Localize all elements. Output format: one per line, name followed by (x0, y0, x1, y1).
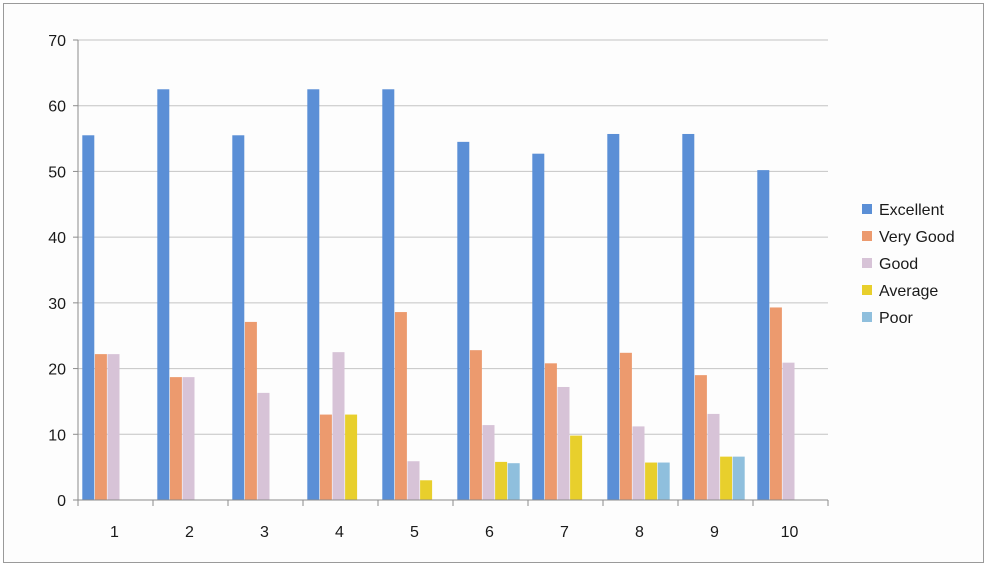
bar-good-10 (782, 362, 795, 500)
bar-poor-6 (507, 463, 520, 500)
bar-excellent-9 (682, 133, 695, 500)
y-tick-label: 70 (48, 33, 66, 50)
legend-swatch-very-good (862, 231, 872, 241)
legend: Excellent Very Good Good Average Poor (862, 202, 955, 327)
bar-average-7 (570, 435, 583, 500)
x-tick-label: 3 (260, 524, 269, 541)
bar-good-5 (407, 461, 420, 500)
bar-good-7 (557, 386, 570, 500)
bar-very-good-1 (94, 354, 107, 500)
bar-excellent-7 (532, 153, 545, 500)
bar-average-8 (645, 462, 658, 500)
bar-average-4 (345, 414, 358, 500)
bar-very-good-5 (394, 312, 407, 500)
x-tick-label: 10 (781, 524, 799, 541)
bar-good-6 (482, 425, 495, 500)
legend-label-very-good: Very Good (879, 229, 955, 246)
bar-excellent-3 (232, 135, 245, 501)
x-tick-label: 6 (485, 524, 494, 541)
legend-swatch-good (862, 258, 872, 268)
bar-excellent-8 (607, 133, 620, 500)
bar-average-6 (495, 461, 508, 500)
bar-very-good-4 (319, 414, 332, 500)
bar-excellent-1 (82, 135, 95, 501)
y-tick-label: 20 (48, 362, 66, 379)
y-tick-label: 10 (48, 427, 66, 444)
bar-very-good-8 (619, 352, 632, 500)
legend-label-poor: Poor (879, 310, 913, 327)
bar-good-2 (182, 377, 195, 500)
x-tick-label: 9 (710, 524, 719, 541)
legend-label-excellent: Excellent (879, 202, 944, 219)
x-tick-label: 4 (335, 524, 344, 541)
x-tick-label: 1 (110, 524, 119, 541)
y-tick-label: 40 (48, 230, 66, 247)
bar-good-1 (107, 354, 120, 500)
bar-poor-8 (657, 462, 670, 500)
axes: 0 10 20 30 40 50 60 70 1 2 3 4 5 6 7 8 9 10 (48, 33, 829, 541)
bar-excellent-2 (157, 89, 170, 501)
x-tick-label: 8 (635, 524, 644, 541)
bar-very-good-9 (694, 375, 707, 500)
bar-good-4 (332, 352, 345, 500)
legend-swatch-excellent (862, 204, 872, 214)
legend-label-good: Good (879, 256, 918, 273)
gridlines (78, 39, 828, 435)
x-tick-label: 7 (560, 524, 569, 541)
bar-very-good-7 (544, 363, 557, 500)
bar-average-9 (720, 456, 733, 500)
bar-very-good-3 (244, 321, 257, 500)
bar-good-8 (632, 426, 645, 500)
y-tick-label: 0 (57, 493, 66, 510)
bar-very-good-2 (169, 377, 182, 500)
bar-excellent-4 (307, 89, 320, 501)
bar-good-9 (707, 413, 720, 500)
bar-poor-9 (732, 456, 745, 500)
legend-swatch-poor (862, 312, 872, 322)
x-tick-label: 5 (410, 524, 419, 541)
legend-swatch-average (862, 285, 872, 295)
y-tick-label: 30 (48, 296, 66, 313)
bars (82, 89, 795, 501)
bar-excellent-6 (457, 141, 470, 500)
bar-very-good-10 (769, 307, 782, 500)
bar-very-good-6 (469, 350, 482, 500)
y-tick-label: 50 (48, 164, 66, 181)
legend-label-average: Average (879, 283, 938, 300)
bar-excellent-10 (757, 170, 770, 500)
y-tick-label: 60 (48, 99, 66, 116)
bar-average-5 (420, 480, 433, 500)
bar-excellent-5 (382, 89, 395, 501)
bar-good-3 (257, 392, 270, 500)
x-tick-label: 2 (185, 524, 194, 541)
